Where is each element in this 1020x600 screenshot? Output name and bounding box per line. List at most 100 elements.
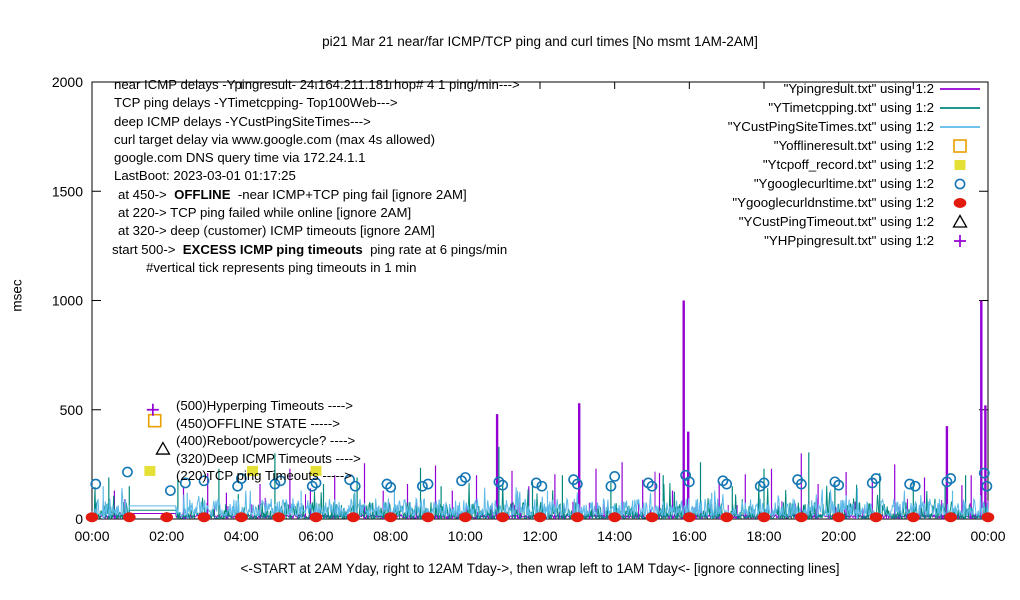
legend-row: "YHPpingresult.txt" using 1:2 (556, 231, 986, 250)
legend-marker-open-square-icon (934, 138, 986, 154)
threshold-label-500: (500)Hyperping Timeouts ----> (176, 398, 353, 413)
point-ycustpingtimeout (155, 441, 171, 455)
point-ygooglecurltime (90, 478, 102, 490)
annotation-text: #vertical tick represents ping timeouts … (146, 259, 417, 275)
annotation-text: near ICMP delays -Ypingresult- 24.164.21… (114, 77, 520, 92)
point-ygooglecurldnstime (197, 512, 211, 523)
annotation-line: #vertical tick represents ping timeouts … (112, 259, 520, 277)
point-ygooglecurldnstime (309, 512, 323, 523)
point-ygooglecurltime (870, 473, 882, 484)
x-tick-label: 00:00 (74, 528, 109, 544)
point-ygooglecurltime (945, 473, 957, 484)
annotation-block: near ICMP delays -Ypingresult- 24.164.21… (112, 76, 520, 277)
threshold-labels: (500)Hyperping Timeouts ----> (450)OFFLIN… (176, 397, 361, 485)
annotation-line: LastBoot: 2023-03-01 01:17:25 (112, 167, 520, 185)
legend-label: "YTimetcpping.txt" using 1:2 (768, 100, 934, 115)
annotation-text: google.com DNS query time via 172.24.1.1 (114, 150, 366, 166)
x-tick-label: 10:00 (448, 528, 483, 544)
point-ygooglecurltime (385, 481, 397, 493)
point-ygooglecurldnstime (645, 512, 659, 523)
point-ygooglecurltime (235, 473, 247, 484)
annotation-line: near ICMP delays -Ypingresult- 24.164.21… (112, 76, 520, 94)
legend-row: "Ytcpoff_record.txt" using 1:2 (556, 155, 986, 174)
point-ygooglecurldnstime (421, 512, 435, 523)
point-ygooglecurltime (164, 485, 176, 496)
x-tick-label: 08:00 (373, 528, 408, 544)
point-ytcpoff_record (144, 465, 156, 476)
annotation-text: at 220-> TCP ping failed while online [i… (118, 205, 412, 221)
point-ygooglecurldnstime (720, 512, 733, 523)
legend-marker-open-circle-icon (934, 176, 986, 192)
threshold-label-400: (400)Reboot/powercycle? ----> (176, 433, 356, 448)
point-ygooglecurltime (422, 478, 434, 490)
legend-label: "YCustPingTimeout.txt" using 1:2 (738, 214, 934, 229)
point-ygooglecurltime (459, 472, 471, 483)
annotation-text: -near ICMP+TCP ping fail [ignore 2AM] (230, 186, 467, 202)
annotation-line: google.com DNS query time via 172.24.1.1 (112, 149, 520, 167)
point-ygooglecurltime (349, 480, 361, 492)
point-ygooglecurltime (758, 477, 770, 489)
point-ygooglecurltime (497, 479, 509, 491)
legend-marker-open-triangle-icon (934, 213, 986, 230)
annotation-text: at 320-> deep (customer) ICMP timeouts [… (118, 223, 435, 239)
legend-label: "Ygooglecurldnstime.txt" using 1:2 (732, 195, 934, 210)
point-ygooglecurldnstime (757, 512, 771, 523)
point-ygooglecurldnstime (981, 512, 995, 523)
point-ygooglecurltime (795, 478, 807, 490)
point-ygooglecurltime (833, 479, 845, 491)
annotation-text: deep ICMP delays -YCustPingSiteTimes---> (114, 113, 371, 129)
annotation-text: ping rate at 6 pings/min (362, 241, 508, 257)
point-ygooglecurltime (981, 480, 993, 492)
annotation-line: at 450-> OFFLINE -near ICMP+TCP ping fai… (112, 186, 520, 204)
legend: "Ypingresult.txt" using 1:2 "YTimetcpping… (556, 79, 986, 250)
chart-title: pi21 Mar 21 near/far ICMP/TCP ping and c… (322, 34, 758, 49)
x-tick-label: 16:00 (672, 528, 707, 544)
point-ygooglecurldnstime (533, 512, 547, 523)
annotation-bold-text: EXCESS ICMP ping timeouts (182, 241, 363, 257)
legend-label: "Ygooglecurltime.txt" using 1:2 (753, 176, 934, 191)
point-ytcpoff_record (247, 465, 259, 476)
legend-label: "YCustPingSiteTimes.txt" using 1:2 (727, 119, 934, 134)
point-ygooglecurldnstime (384, 512, 397, 523)
legend-label: "Ytcpoff_record.txt" using 1:2 (762, 157, 934, 172)
annotation-line: deep ICMP delays -YCustPingSiteTimes---> (112, 113, 520, 131)
point-ytcpoff_record (310, 465, 322, 476)
x-tick-label: 00:00 (970, 528, 1005, 544)
legend-row: "YCustPingTimeout.txt" using 1:2 (556, 212, 986, 231)
point-ygooglecurltime (179, 477, 191, 489)
point-ygooglecurltime (198, 475, 210, 487)
threshold-label-220: (220)TCP ping Timeouts -----> (176, 468, 353, 483)
point-ygooglecurltime (721, 478, 733, 490)
point-ygooglecurldnstime (683, 512, 696, 523)
x-tick-label: 06:00 (298, 528, 333, 544)
point-ygooglecurltime (978, 467, 990, 479)
point-ygooglecurltime (536, 480, 548, 492)
annotation-text: start 500-> (112, 241, 183, 257)
point-ygooglecurldnstime (496, 512, 509, 523)
annotation-bold-text: OFFLINE (174, 186, 231, 202)
legend-row: "Ygooglecurltime.txt" using 1:2 (556, 174, 986, 193)
point-ygooglecurltime (605, 480, 617, 492)
point-ygooglecurldnstime (907, 512, 920, 523)
point-ygooglecurldnstime (123, 512, 136, 523)
y-tick-label: 0 (75, 511, 83, 527)
legend-marker-plus-icon (934, 233, 986, 249)
point-ygooglecurldnstime (85, 512, 99, 523)
annotation-line: TCP ping delays -YTimetcpping- Top100Web… (112, 94, 520, 112)
point-ygooglecurltime (609, 470, 621, 482)
legend-row: "YTimetcpping.txt" using 1:2 (556, 98, 986, 117)
x-tick-label: 22:00 (896, 528, 931, 544)
annotation-text: at 450-> (118, 186, 175, 202)
legend-marker-line-icon (934, 119, 986, 135)
point-ygooglecurltime (269, 478, 281, 490)
x-tick-label: 14:00 (597, 528, 632, 544)
annotation-line: at 320-> deep (customer) ICMP timeouts [… (112, 222, 520, 240)
point-ygooglecurltime (344, 474, 355, 486)
point-ygooglecurltime (904, 478, 915, 490)
near-icmp-spikes-major (495, 300, 987, 519)
legend-row: "Ypingresult.txt" using 1:2 (556, 79, 986, 98)
y-axis-label: msec (9, 279, 25, 312)
legend-marker-line-icon (934, 81, 986, 97)
tcp-ping-spikes (108, 446, 967, 519)
